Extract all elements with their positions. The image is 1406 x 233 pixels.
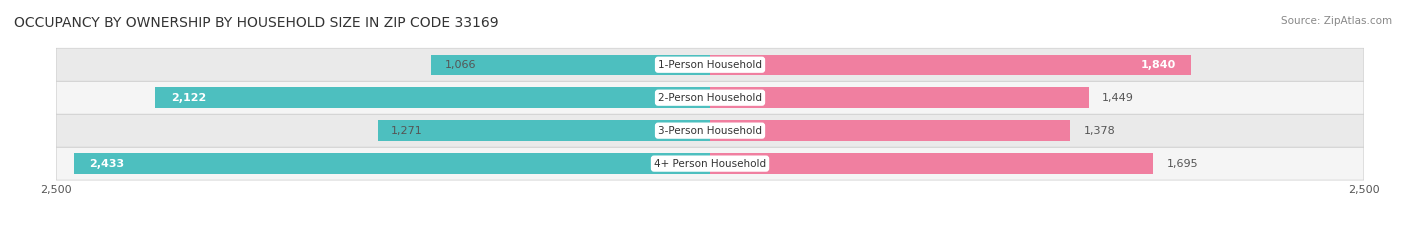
Bar bbox=[710, 120, 1070, 141]
Text: 2,433: 2,433 bbox=[90, 159, 125, 169]
Text: 1,695: 1,695 bbox=[1167, 159, 1198, 169]
Text: 2-Person Household: 2-Person Household bbox=[658, 93, 762, 103]
Text: 1,449: 1,449 bbox=[1102, 93, 1133, 103]
FancyBboxPatch shape bbox=[56, 48, 1364, 81]
Text: 1,378: 1,378 bbox=[1084, 126, 1115, 136]
Bar bbox=[432, 55, 710, 75]
Text: 1,271: 1,271 bbox=[391, 126, 422, 136]
Text: 4+ Person Household: 4+ Person Household bbox=[654, 159, 766, 169]
FancyBboxPatch shape bbox=[56, 81, 1364, 114]
Text: OCCUPANCY BY OWNERSHIP BY HOUSEHOLD SIZE IN ZIP CODE 33169: OCCUPANCY BY OWNERSHIP BY HOUSEHOLD SIZE… bbox=[14, 16, 499, 30]
Bar bbox=[155, 87, 710, 108]
Bar bbox=[378, 120, 710, 141]
Text: 2,122: 2,122 bbox=[170, 93, 207, 103]
Text: 3-Person Household: 3-Person Household bbox=[658, 126, 762, 136]
Text: 1-Person Household: 1-Person Household bbox=[658, 60, 762, 70]
Text: 1,066: 1,066 bbox=[444, 60, 475, 70]
Bar bbox=[710, 55, 1191, 75]
Text: Source: ZipAtlas.com: Source: ZipAtlas.com bbox=[1281, 16, 1392, 26]
FancyBboxPatch shape bbox=[56, 114, 1364, 147]
Bar bbox=[73, 153, 710, 174]
Bar bbox=[710, 153, 1153, 174]
Bar bbox=[710, 87, 1090, 108]
FancyBboxPatch shape bbox=[56, 147, 1364, 180]
Text: 1,840: 1,840 bbox=[1140, 60, 1175, 70]
